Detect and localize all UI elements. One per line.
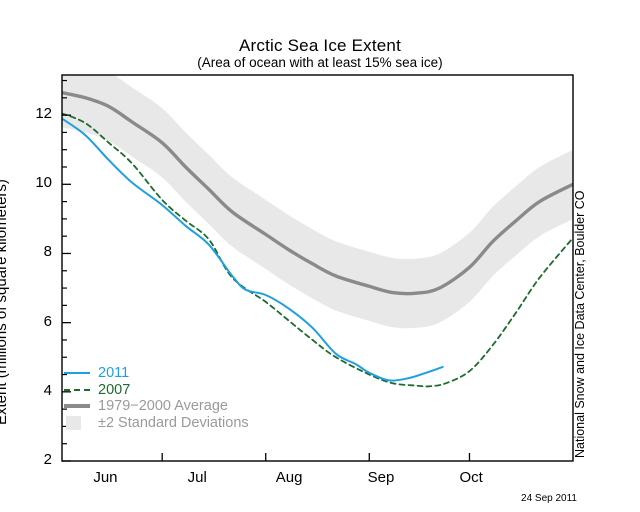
x-tick-label: Oct	[459, 469, 483, 486]
data-source-credit: National Snow and Ice Data Center, Bould…	[573, 190, 587, 458]
x-tick-label: Sep	[367, 469, 395, 486]
legend-item-average: 1979−2000 Average	[64, 398, 249, 415]
legend-label-average: 1979−2000 Average	[98, 398, 228, 415]
y-tick-label: 8	[43, 243, 52, 261]
x-tick-label: Jul	[187, 469, 207, 486]
legend-swatch-stddev-band	[66, 415, 81, 430]
legend-label-2011: 2011	[98, 365, 130, 382]
y-tick-label: 12	[35, 105, 52, 123]
chart-subtitle: (Area of ocean with at least 15% sea ice…	[197, 55, 443, 70]
y-axis-label: Extent (millions of square kilometers)	[0, 179, 10, 425]
legend-swatch-average-line	[64, 404, 90, 409]
series-line-2011	[62, 117, 444, 382]
legend-item-2007: 2007	[64, 382, 249, 399]
y-tick-label: 6	[43, 312, 52, 330]
plot-frame	[61, 74, 574, 462]
y-tick-label: 2	[43, 451, 52, 468]
std-dev-band	[62, 75, 573, 329]
y-tick-label: 10	[35, 174, 52, 192]
legend-label-2007: 2007	[98, 381, 131, 398]
date-stamp: 24 Sep 2011	[521, 493, 577, 504]
legend-swatch-2011-line	[64, 372, 90, 375]
y-tick-label: 4	[43, 381, 52, 399]
series-line-1979-2000-average	[62, 90, 573, 296]
legend-label-stddev: ±2 Standard Deviations	[98, 414, 249, 431]
page-title: Arctic Sea Ice Extent	[239, 36, 401, 55]
x-tick-label: Aug	[275, 469, 303, 486]
legend-item-2011: 2011	[64, 365, 249, 382]
series-line-2007	[62, 112, 573, 388]
legend: 2011 2007 1979−2000 Average ±2 Standard …	[64, 365, 249, 431]
legend-item-stddev: ±2 Standard Deviations	[64, 415, 249, 432]
x-tick-label: Jun	[93, 469, 118, 486]
legend-swatch-2007-line	[64, 388, 90, 391]
